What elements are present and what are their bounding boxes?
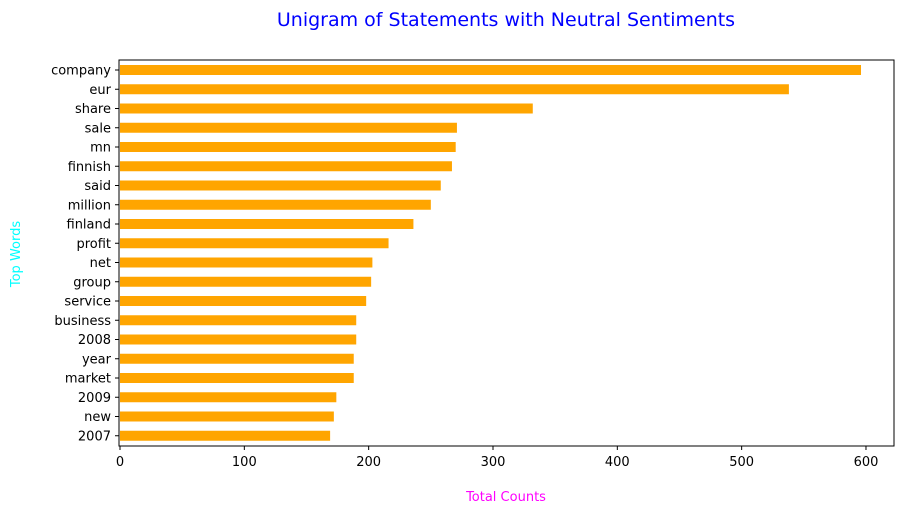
chart-title: Unigram of Statements with Neutral Senti…	[277, 9, 735, 31]
y-tick-label: eur	[89, 83, 111, 98]
y-tick-label: share	[75, 102, 111, 117]
y-tick-label: market	[65, 372, 111, 387]
bar-group	[120, 276, 372, 287]
bar-profit	[120, 238, 389, 249]
bar-market	[120, 373, 354, 383]
y-tick-label: service	[64, 295, 111, 310]
bar-business	[120, 315, 357, 326]
y-tick-label: said	[84, 179, 111, 194]
bar-2007	[120, 430, 331, 441]
y-tick-label: business	[54, 314, 111, 329]
x-tick-label: 200	[356, 455, 381, 470]
y-tick-label: group	[73, 275, 111, 290]
bar-said	[120, 180, 441, 191]
bar-service	[120, 296, 367, 306]
bar-sale	[120, 122, 457, 133]
bar-2008	[120, 334, 357, 345]
x-tick-label: 300	[481, 455, 506, 470]
bar-million	[120, 199, 431, 210]
x-tick-label: 500	[729, 455, 754, 470]
y-tick-label: new	[84, 410, 111, 425]
bar-company	[120, 65, 862, 75]
bar-finnish	[120, 161, 452, 172]
bar-new	[120, 411, 334, 422]
bar-2009	[120, 392, 337, 403]
y-tick-label: 2008	[78, 333, 111, 348]
bar-net	[120, 257, 373, 268]
x-tick-label: 400	[605, 455, 630, 470]
plot-frame	[118, 59, 895, 447]
y-tick-label: year	[82, 352, 112, 367]
x-tick-label: 100	[232, 455, 257, 470]
y-tick-label: net	[90, 256, 111, 271]
ticks-layer: company eur share sale mn finnish said million f…	[51, 64, 878, 471]
x-axis-label: Total Counts	[465, 490, 546, 505]
x-tick-label: 0	[116, 455, 124, 470]
y-tick-label: finnish	[68, 160, 111, 175]
bar-share	[120, 103, 533, 114]
y-tick-label: mn	[90, 141, 111, 156]
y-tick-label: 2009	[78, 391, 111, 406]
y-tick-label: finland	[67, 218, 112, 233]
y-tick-label: company	[51, 64, 111, 79]
bar-mn	[120, 142, 456, 152]
y-tick-label: sale	[85, 121, 111, 136]
bars-layer	[120, 65, 862, 441]
y-tick-label: profit	[76, 237, 111, 252]
y-tick-label: 2007	[78, 429, 111, 444]
bar-year	[120, 353, 354, 364]
bar-finland	[120, 219, 414, 229]
x-tick-label: 600	[854, 455, 879, 470]
bar-eur	[120, 84, 789, 95]
y-axis-label: Top Words	[9, 221, 24, 288]
y-tick-label: million	[68, 198, 111, 213]
